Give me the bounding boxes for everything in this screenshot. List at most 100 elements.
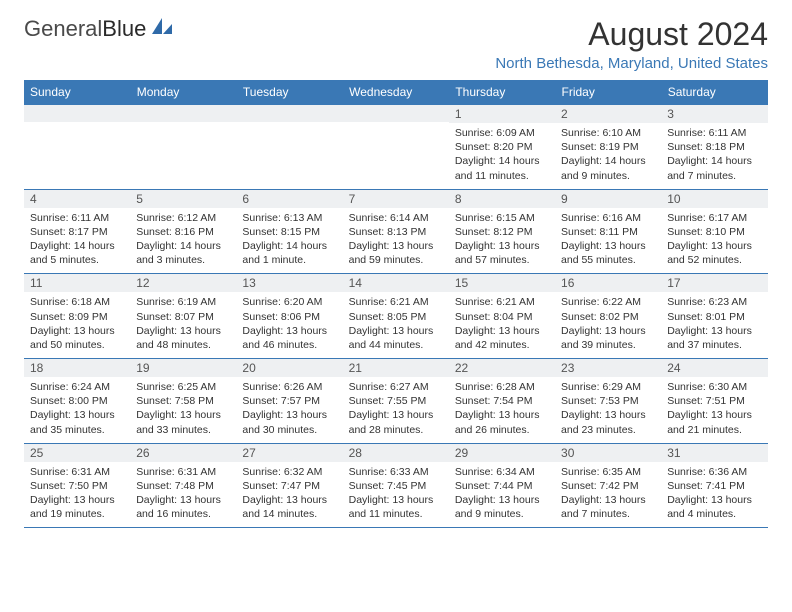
sunrise-text: Sunrise: 6:23 AM xyxy=(667,295,761,309)
daylight-text: Daylight: 13 hours and 16 minutes. xyxy=(136,493,230,521)
day-details: Sunrise: 6:29 AMSunset: 7:53 PMDaylight:… xyxy=(555,377,661,443)
sunrise-text: Sunrise: 6:35 AM xyxy=(561,465,655,479)
day-cell xyxy=(343,105,449,190)
day-number xyxy=(343,105,449,122)
sunset-text: Sunset: 7:42 PM xyxy=(561,479,655,493)
sunset-text: Sunset: 8:04 PM xyxy=(455,310,549,324)
day-cell: 19Sunrise: 6:25 AMSunset: 7:58 PMDayligh… xyxy=(130,359,236,444)
week-row: 11Sunrise: 6:18 AMSunset: 8:09 PMDayligh… xyxy=(24,274,768,359)
day-number: 24 xyxy=(661,359,767,377)
daylight-text: Daylight: 13 hours and 14 minutes. xyxy=(242,493,336,521)
day-details xyxy=(236,122,342,182)
sunset-text: Sunset: 7:53 PM xyxy=(561,394,655,408)
daylight-text: Daylight: 13 hours and 21 minutes. xyxy=(667,408,761,436)
daylight-text: Daylight: 13 hours and 26 minutes. xyxy=(455,408,549,436)
sunset-text: Sunset: 7:51 PM xyxy=(667,394,761,408)
day-cell xyxy=(130,105,236,190)
day-header: Tuesday xyxy=(236,80,342,105)
day-number: 15 xyxy=(449,274,555,292)
day-cell: 26Sunrise: 6:31 AMSunset: 7:48 PMDayligh… xyxy=(130,443,236,528)
day-cell: 18Sunrise: 6:24 AMSunset: 8:00 PMDayligh… xyxy=(24,359,130,444)
day-cell: 14Sunrise: 6:21 AMSunset: 8:05 PMDayligh… xyxy=(343,274,449,359)
day-details: Sunrise: 6:09 AMSunset: 8:20 PMDaylight:… xyxy=(449,123,555,189)
day-header-row: Sunday Monday Tuesday Wednesday Thursday… xyxy=(24,80,768,105)
day-header: Monday xyxy=(130,80,236,105)
day-details: Sunrise: 6:23 AMSunset: 8:01 PMDaylight:… xyxy=(661,292,767,358)
day-details: Sunrise: 6:21 AMSunset: 8:05 PMDaylight:… xyxy=(343,292,449,358)
day-number: 2 xyxy=(555,105,661,123)
day-cell: 27Sunrise: 6:32 AMSunset: 7:47 PMDayligh… xyxy=(236,443,342,528)
title-block: August 2024 North Bethesda, Maryland, Un… xyxy=(495,16,768,72)
day-header: Sunday xyxy=(24,80,130,105)
sunset-text: Sunset: 8:11 PM xyxy=(561,225,655,239)
sunset-text: Sunset: 8:20 PM xyxy=(455,140,549,154)
daylight-text: Daylight: 13 hours and 33 minutes. xyxy=(136,408,230,436)
day-number: 3 xyxy=(661,105,767,123)
day-details: Sunrise: 6:14 AMSunset: 8:13 PMDaylight:… xyxy=(343,208,449,274)
sunset-text: Sunset: 8:09 PM xyxy=(30,310,124,324)
sunrise-text: Sunrise: 6:17 AM xyxy=(667,211,761,225)
day-cell: 8Sunrise: 6:15 AMSunset: 8:12 PMDaylight… xyxy=(449,189,555,274)
day-details: Sunrise: 6:10 AMSunset: 8:19 PMDaylight:… xyxy=(555,123,661,189)
location: North Bethesda, Maryland, United States xyxy=(495,55,768,72)
sunrise-text: Sunrise: 6:09 AM xyxy=(455,126,549,140)
day-number: 30 xyxy=(555,444,661,462)
day-number: 27 xyxy=(236,444,342,462)
day-number xyxy=(236,105,342,122)
sunset-text: Sunset: 7:58 PM xyxy=(136,394,230,408)
day-details: Sunrise: 6:25 AMSunset: 7:58 PMDaylight:… xyxy=(130,377,236,443)
sunset-text: Sunset: 7:54 PM xyxy=(455,394,549,408)
day-number: 29 xyxy=(449,444,555,462)
calendar-table: Sunday Monday Tuesday Wednesday Thursday… xyxy=(24,80,768,528)
daylight-text: Daylight: 14 hours and 1 minute. xyxy=(242,239,336,267)
day-details: Sunrise: 6:16 AMSunset: 8:11 PMDaylight:… xyxy=(555,208,661,274)
daylight-text: Daylight: 13 hours and 19 minutes. xyxy=(30,493,124,521)
day-details: Sunrise: 6:24 AMSunset: 8:00 PMDaylight:… xyxy=(24,377,130,443)
day-cell: 31Sunrise: 6:36 AMSunset: 7:41 PMDayligh… xyxy=(661,443,767,528)
day-cell: 21Sunrise: 6:27 AMSunset: 7:55 PMDayligh… xyxy=(343,359,449,444)
day-number: 21 xyxy=(343,359,449,377)
sunrise-text: Sunrise: 6:11 AM xyxy=(667,126,761,140)
daylight-text: Daylight: 13 hours and 50 minutes. xyxy=(30,324,124,352)
day-number: 10 xyxy=(661,190,767,208)
day-cell xyxy=(236,105,342,190)
header: GeneralBlue August 2024 North Bethesda, … xyxy=(24,16,768,72)
daylight-text: Daylight: 13 hours and 39 minutes. xyxy=(561,324,655,352)
daylight-text: Daylight: 13 hours and 55 minutes. xyxy=(561,239,655,267)
sunset-text: Sunset: 8:06 PM xyxy=(242,310,336,324)
daylight-text: Daylight: 13 hours and 23 minutes. xyxy=(561,408,655,436)
day-cell: 17Sunrise: 6:23 AMSunset: 8:01 PMDayligh… xyxy=(661,274,767,359)
sunset-text: Sunset: 8:02 PM xyxy=(561,310,655,324)
day-number: 26 xyxy=(130,444,236,462)
day-number: 9 xyxy=(555,190,661,208)
sunset-text: Sunset: 8:00 PM xyxy=(30,394,124,408)
sunrise-text: Sunrise: 6:31 AM xyxy=(30,465,124,479)
day-cell: 22Sunrise: 6:28 AMSunset: 7:54 PMDayligh… xyxy=(449,359,555,444)
sunrise-text: Sunrise: 6:11 AM xyxy=(30,211,124,225)
sunrise-text: Sunrise: 6:18 AM xyxy=(30,295,124,309)
day-cell: 3Sunrise: 6:11 AMSunset: 8:18 PMDaylight… xyxy=(661,105,767,190)
sunrise-text: Sunrise: 6:15 AM xyxy=(455,211,549,225)
day-cell: 23Sunrise: 6:29 AMSunset: 7:53 PMDayligh… xyxy=(555,359,661,444)
daylight-text: Daylight: 13 hours and 46 minutes. xyxy=(242,324,336,352)
day-number: 5 xyxy=(130,190,236,208)
day-number: 8 xyxy=(449,190,555,208)
daylight-text: Daylight: 13 hours and 35 minutes. xyxy=(30,408,124,436)
day-details: Sunrise: 6:13 AMSunset: 8:15 PMDaylight:… xyxy=(236,208,342,274)
calendar-page: GeneralBlue August 2024 North Bethesda, … xyxy=(0,0,792,544)
sunset-text: Sunset: 7:55 PM xyxy=(349,394,443,408)
day-cell: 16Sunrise: 6:22 AMSunset: 8:02 PMDayligh… xyxy=(555,274,661,359)
day-number xyxy=(24,105,130,122)
day-details: Sunrise: 6:35 AMSunset: 7:42 PMDaylight:… xyxy=(555,462,661,528)
daylight-text: Daylight: 13 hours and 11 minutes. xyxy=(349,493,443,521)
day-details: Sunrise: 6:21 AMSunset: 8:04 PMDaylight:… xyxy=(449,292,555,358)
day-number: 16 xyxy=(555,274,661,292)
sunset-text: Sunset: 8:07 PM xyxy=(136,310,230,324)
day-details: Sunrise: 6:20 AMSunset: 8:06 PMDaylight:… xyxy=(236,292,342,358)
day-cell: 5Sunrise: 6:12 AMSunset: 8:16 PMDaylight… xyxy=(130,189,236,274)
day-details: Sunrise: 6:17 AMSunset: 8:10 PMDaylight:… xyxy=(661,208,767,274)
day-number: 7 xyxy=(343,190,449,208)
sunrise-text: Sunrise: 6:31 AM xyxy=(136,465,230,479)
day-cell: 25Sunrise: 6:31 AMSunset: 7:50 PMDayligh… xyxy=(24,443,130,528)
daylight-text: Daylight: 14 hours and 11 minutes. xyxy=(455,154,549,182)
